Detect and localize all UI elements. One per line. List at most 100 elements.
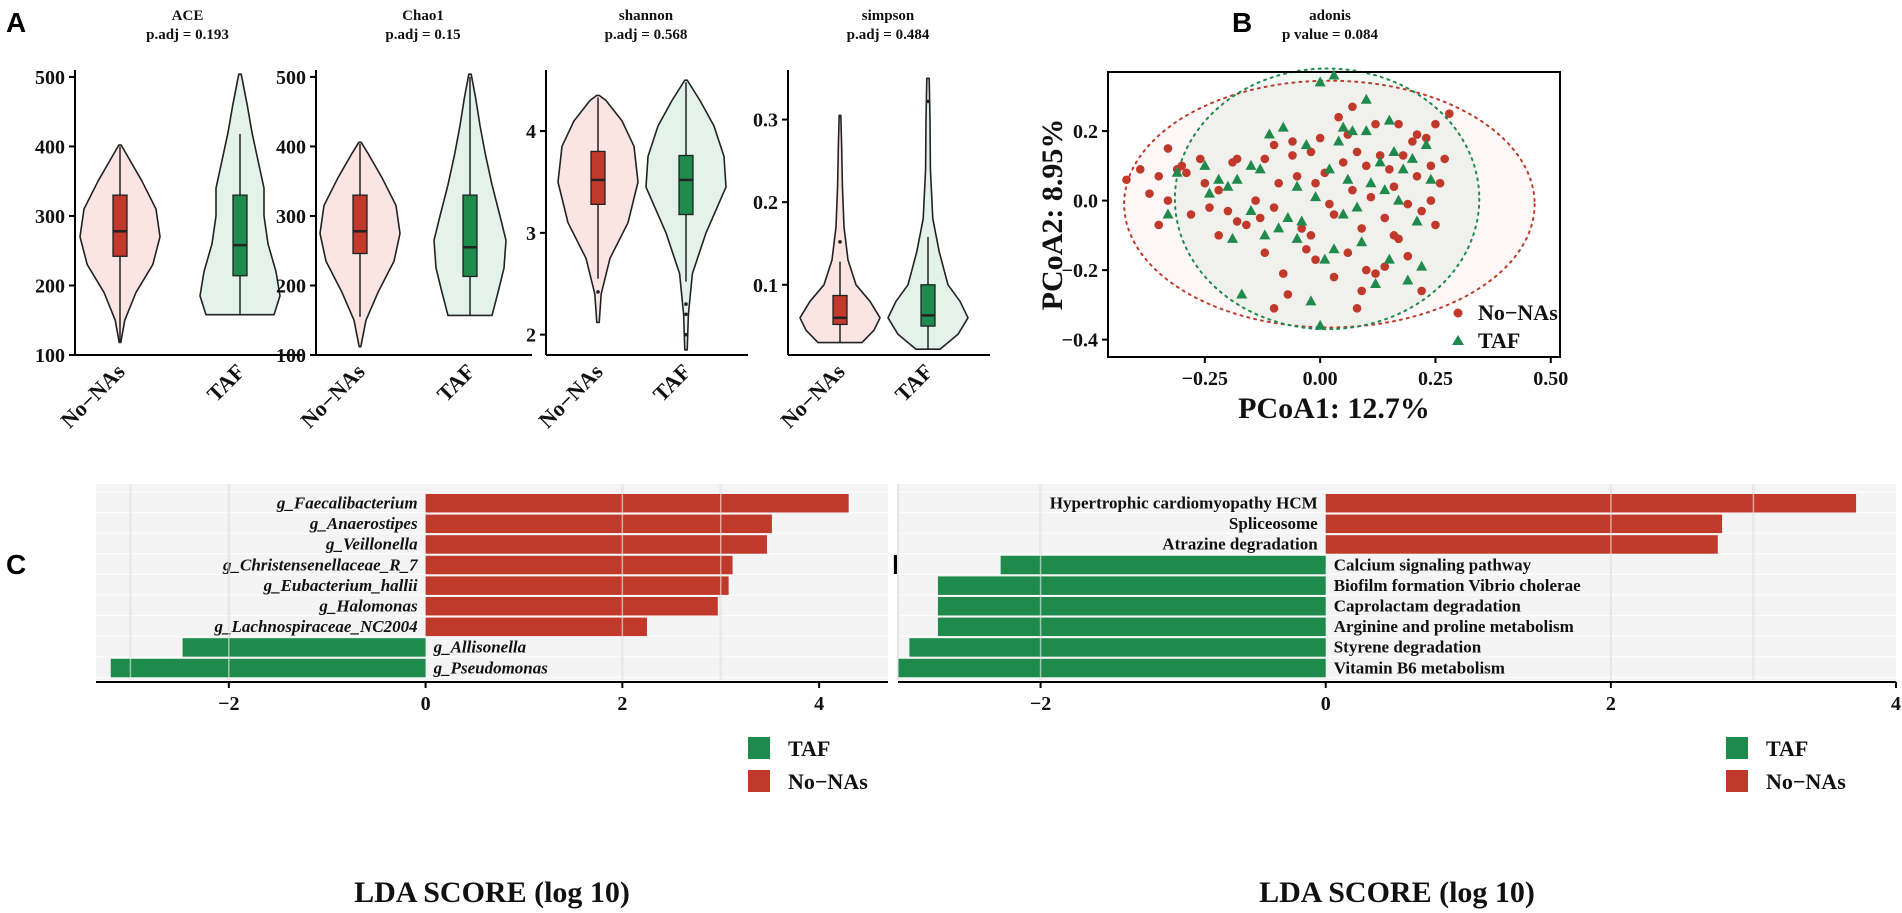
x-category-label: No−NAs xyxy=(295,359,369,433)
point-taf xyxy=(1203,187,1215,198)
point-no-nas xyxy=(1232,154,1242,164)
y-tick-label: 0.3 xyxy=(753,110,778,132)
bar-g-eubacterium-hallii xyxy=(425,576,729,595)
point-no-nas xyxy=(1315,133,1325,143)
point-taf xyxy=(1402,274,1414,285)
x-tick-label: 0.25 xyxy=(1418,368,1453,390)
point-no-nas xyxy=(1269,203,1279,212)
x-axis-title: PCoA1: 12.7% xyxy=(1238,392,1430,425)
y-tick-label: −0.2 xyxy=(1062,260,1098,282)
violin-chart-ace: ACE p.adj = 0.193 100 200 300 400 500 No−NAs TAF xyxy=(35,8,302,433)
chart-subtitle: p.adj = 0.484 xyxy=(847,27,930,43)
point-no-nas xyxy=(1380,262,1390,271)
point-taf xyxy=(1300,138,1312,149)
point-taf xyxy=(1374,156,1386,167)
point-taf xyxy=(1425,173,1437,184)
y-tick-label: 100 xyxy=(276,345,306,367)
x-category-label: No−NAs xyxy=(533,359,607,433)
point-no-nas xyxy=(1242,220,1251,230)
point-no-nas xyxy=(1398,151,1408,160)
legend-swatch-taf xyxy=(748,737,770,759)
point-no-nas xyxy=(1403,199,1413,209)
bar-hypertrophic-cardiomyopathy-hcm xyxy=(1325,494,1857,513)
point-no-nas xyxy=(1389,182,1399,191)
point-no-nas xyxy=(1269,140,1279,150)
point-no-nas xyxy=(1297,224,1307,233)
point-taf xyxy=(1328,243,1340,254)
y-tick-label: 0.2 xyxy=(753,192,778,214)
point-taf xyxy=(1263,128,1275,139)
point-no-nas xyxy=(1232,217,1242,226)
y-tick-label: 4 xyxy=(526,121,536,143)
box-taf xyxy=(920,284,936,327)
point-taf xyxy=(1323,163,1335,174)
point-no-nas xyxy=(1251,196,1260,205)
bar-caprolactam-degradation xyxy=(937,597,1326,616)
bar-vitamin-b6-metabolism xyxy=(898,658,1326,678)
point-taf xyxy=(1383,114,1395,125)
point-no-nas xyxy=(1352,304,1362,313)
point-taf xyxy=(1328,69,1340,80)
point-no-nas xyxy=(1278,269,1288,278)
box-no-nas xyxy=(352,194,368,255)
y-tick-label: 0.1 xyxy=(753,275,778,297)
point-taf xyxy=(1342,173,1354,184)
point-no-nas xyxy=(1306,231,1316,240)
y-tick-label: 0.2 xyxy=(1073,121,1098,143)
lefse-pathway-panel: Hypertrophic cardiomyopathy HCMSpliceoso… xyxy=(897,484,1901,909)
point-no-nas xyxy=(1288,151,1297,160)
point-taf xyxy=(1259,229,1271,240)
bar-g-anaerostipes xyxy=(425,514,772,534)
x-tick-label: 2 xyxy=(1606,693,1616,715)
bar-arginine-and-proline-metabolism xyxy=(937,617,1326,637)
point-taf xyxy=(1199,159,1211,170)
outlier-point xyxy=(684,312,688,317)
point-no-nas xyxy=(1311,255,1320,264)
point-no-nas xyxy=(1348,185,1357,195)
point-no-nas xyxy=(1412,130,1422,139)
legend-swatch-no-nas xyxy=(1726,770,1748,792)
x-axis-title: LDA SCORE (log 10) xyxy=(354,876,630,909)
outlier-point xyxy=(684,302,688,306)
bar-g-christensenellaceae-r-7 xyxy=(425,555,733,575)
point-no-nas xyxy=(1306,147,1316,157)
pcoa-panel: adonis p value = 0.084 −0.25 0.00 0.25 0.50 −0… xyxy=(1036,8,1568,425)
bar-g-allisonella xyxy=(182,638,426,657)
point-taf xyxy=(1291,232,1303,243)
bar-label: Calcium signaling pathway xyxy=(1334,555,1532,574)
x-category-label: No−NAs xyxy=(775,359,849,433)
point-no-nas xyxy=(1260,248,1270,258)
bar-label: Hypertrophic cardiomyopathy HCM xyxy=(1050,494,1318,513)
bar-label: Styrene degradation xyxy=(1334,638,1482,657)
point-taf xyxy=(1370,278,1382,289)
x-tick-label: 4 xyxy=(814,693,824,715)
point-taf xyxy=(1397,163,1409,174)
point-taf xyxy=(1365,177,1377,188)
point-no-nas xyxy=(1445,109,1454,119)
point-no-nas xyxy=(1325,199,1334,209)
point-taf xyxy=(1254,163,1266,174)
chart-title: ACE xyxy=(172,8,204,24)
point-no-nas xyxy=(1283,290,1293,299)
chart-subtitle: p.adj = 0.15 xyxy=(385,27,460,43)
point-taf xyxy=(1337,208,1349,219)
point-no-nas xyxy=(1269,304,1279,313)
point-no-nas xyxy=(1329,272,1339,282)
point-taf xyxy=(1356,236,1368,247)
bar-label: g_Halomonas xyxy=(318,597,418,616)
point-no-nas xyxy=(1431,220,1440,230)
box-taf xyxy=(462,194,478,278)
bar-calcium-signaling-pathway xyxy=(1000,555,1326,575)
point-no-nas xyxy=(1145,189,1154,198)
point-taf xyxy=(1310,191,1322,202)
box-no-nas xyxy=(112,194,128,257)
y-tick-label: 300 xyxy=(35,206,65,228)
outlier-point xyxy=(684,332,688,337)
point-taf xyxy=(1231,173,1243,184)
point-no-nas xyxy=(1343,248,1353,258)
y-axis-title: PCoA2: 8.95% xyxy=(1036,119,1069,311)
point-no-nas xyxy=(1154,220,1164,230)
point-no-nas xyxy=(1182,168,1191,178)
point-no-nas xyxy=(1186,210,1196,219)
